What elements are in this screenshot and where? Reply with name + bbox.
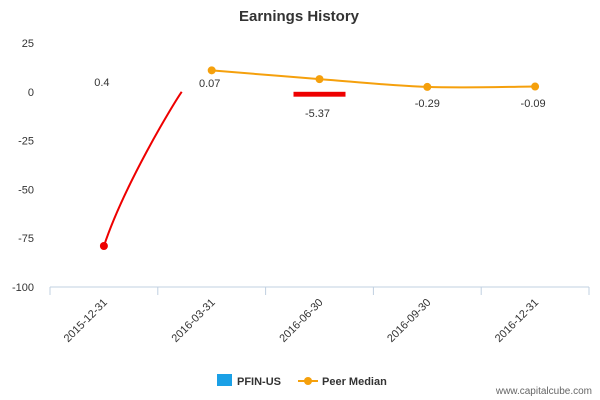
y-tick-label: -50 (18, 184, 34, 196)
legend-label-peer-median: Peer Median (322, 376, 387, 388)
bar-pfin-us (293, 91, 346, 97)
peer-median-point (99, 242, 108, 251)
x-tick-label: 2016-03-31 (170, 297, 218, 345)
data-label: 0.07 (199, 78, 220, 90)
y-tick-label: 25 (22, 38, 34, 50)
peer-median-point (315, 75, 324, 84)
peer-median-point (531, 82, 540, 91)
x-tick-label: 2016-06-30 (277, 297, 325, 345)
legend-marker-peer-median (304, 377, 312, 385)
y-axis: 25 0 -25 -50 -75 -100 (12, 38, 34, 294)
x-tick-label: 2015-12-31 (62, 297, 110, 345)
data-label: -0.29 (415, 98, 440, 110)
peer-median-point (423, 82, 432, 91)
y-tick-label: 0 (28, 87, 34, 99)
peer-median-point (207, 66, 216, 75)
x-tick-label: 2016-12-31 (493, 297, 541, 345)
legend-swatch-pfin-us (217, 374, 232, 386)
y-tick-label: -100 (12, 282, 34, 294)
legend: PFIN-US Peer Median (217, 374, 387, 388)
series-layer (99, 66, 540, 251)
lead-in-line (102, 91, 183, 247)
x-axis: 2015-12-31 2016-03-31 2016-06-30 2016-09-30… (49, 286, 590, 345)
peer-median-line (211, 69, 536, 89)
chart-title: Earnings History (239, 8, 360, 25)
y-tick-label: -25 (18, 136, 34, 148)
y-tick-label: -75 (18, 233, 34, 245)
x-tick-label: 2016-09-30 (385, 297, 433, 345)
data-label: -0.09 (521, 98, 546, 110)
data-label-layer: 0.4 0.07 -5.37 -0.29 -0.09 (94, 77, 545, 120)
data-label: 0.4 (94, 77, 109, 89)
legend-label-pfin-us: PFIN-US (237, 376, 281, 388)
data-label: -5.37 (305, 108, 330, 120)
credit-text: www.capitalcube.com (495, 386, 592, 397)
